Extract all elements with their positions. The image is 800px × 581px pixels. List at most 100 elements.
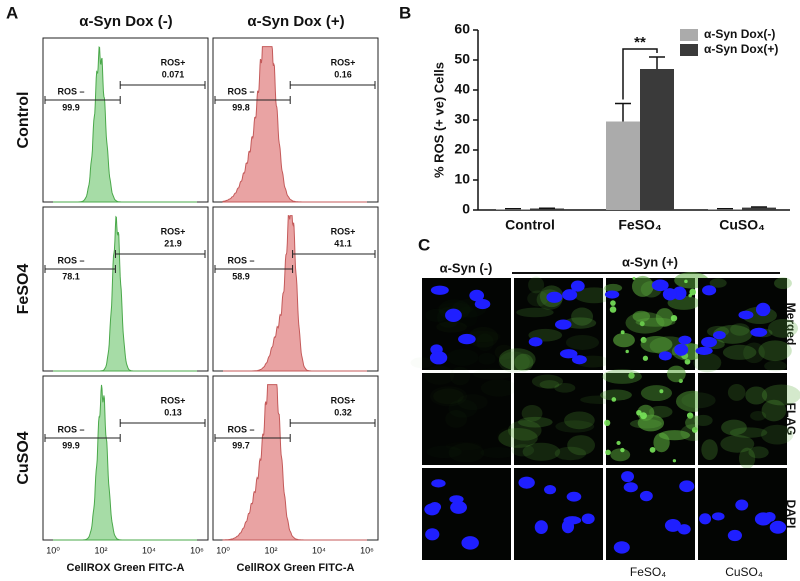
cytoplasm	[527, 290, 549, 307]
micrograph	[681, 373, 800, 469]
column-header: α-Syn Dox (+)	[247, 13, 344, 30]
cytoplasm	[681, 392, 716, 409]
aggregate	[684, 358, 691, 365]
nucleus	[546, 291, 563, 303]
aggregate	[684, 279, 688, 284]
aggregate	[605, 449, 611, 456]
nucleus	[769, 520, 787, 534]
cytoplasm	[599, 389, 632, 401]
cytoplasm	[604, 283, 623, 293]
cytoplasm	[511, 444, 535, 457]
gate-value: 99.9	[62, 440, 80, 450]
aggregate	[649, 446, 656, 453]
x-axis-label: CellROX Green FITC-A	[237, 562, 355, 574]
gate-label: ROS –	[57, 255, 84, 265]
gate-label: ROS+	[161, 226, 186, 236]
gate-value: 0.13	[164, 407, 182, 417]
cytoplasm	[693, 352, 722, 373]
panel-label: A	[6, 3, 18, 22]
cytoplasm	[498, 351, 530, 373]
gate-positive	[292, 250, 376, 258]
aggregate	[689, 288, 697, 296]
cytoplasm	[701, 439, 718, 461]
cytoplasm	[447, 349, 478, 366]
micrograph	[422, 278, 514, 370]
gate-label: ROS –	[227, 424, 254, 434]
cytoplasm	[555, 420, 595, 433]
legend-label: α-Syn Dox(+)	[704, 42, 778, 56]
gate-value: 99.9	[62, 102, 80, 112]
nucleus	[450, 500, 467, 514]
nucleus	[461, 536, 479, 550]
cytoplasm	[498, 428, 538, 448]
cytoplasm	[457, 394, 487, 410]
cytoplasm	[602, 369, 642, 384]
cytoplasm	[758, 340, 792, 362]
cytoplasm	[655, 308, 674, 327]
gate-positive	[119, 81, 206, 89]
nucleus	[562, 289, 578, 301]
significance-label: **	[634, 34, 646, 51]
y-tick-label: 10	[454, 171, 470, 187]
nucleus	[458, 333, 476, 345]
cytoplasm	[478, 353, 495, 365]
cytoplasm	[494, 344, 514, 360]
cytoplasm	[635, 317, 676, 327]
gate-negative	[44, 96, 121, 104]
cytoplasm	[521, 404, 543, 422]
x-tick-label: 10²	[264, 545, 277, 555]
x-axis-label: CellROX Green FITC-A	[67, 562, 185, 574]
micrograph	[498, 276, 614, 373]
nucleus	[528, 337, 543, 347]
cytoplasm	[446, 442, 482, 451]
bar	[742, 207, 776, 210]
micrograph	[698, 468, 787, 560]
gate-value: 0.16	[334, 69, 352, 79]
gate-negative	[214, 96, 291, 104]
x-tick-label: 10⁰	[216, 545, 230, 555]
aggregate	[642, 355, 649, 361]
nucleus	[750, 327, 768, 337]
y-tick-label: 40	[454, 81, 470, 97]
cytoplasm	[571, 307, 594, 326]
cytoplasm	[517, 416, 553, 428]
cytoplasm	[640, 335, 673, 353]
gate-label: ROS –	[227, 86, 254, 96]
histogram	[53, 384, 197, 541]
gate-positive	[114, 250, 206, 258]
micrograph	[604, 272, 709, 370]
nucleus	[623, 482, 638, 493]
aggregate	[632, 276, 636, 280]
bar	[640, 69, 674, 210]
nucleus	[699, 513, 712, 525]
aggregate	[620, 447, 625, 453]
nucleus	[727, 529, 742, 542]
nucleus	[639, 490, 653, 502]
gate-value: 58.9	[232, 271, 250, 281]
gate-label: ROS –	[57, 424, 84, 434]
y-tick-label: 50	[454, 51, 470, 67]
histogram	[223, 215, 367, 372]
x-tick-label: 10⁴	[142, 545, 156, 555]
cytoplasm	[554, 446, 587, 461]
nucleus	[469, 289, 485, 302]
cytoplasm	[629, 419, 662, 429]
aggregate	[620, 330, 625, 335]
cytoplasm	[480, 447, 516, 458]
nucleus	[604, 290, 620, 299]
nucleus	[754, 512, 772, 526]
treatment-label: FeSO₄	[630, 565, 666, 579]
legend-swatch	[680, 29, 698, 41]
gate-label: ROS+	[331, 395, 356, 405]
histogram	[222, 46, 367, 203]
nucleus	[674, 343, 689, 356]
cytoplasm	[722, 344, 757, 360]
gate-label: ROS –	[227, 255, 254, 265]
cytoplasm	[613, 332, 635, 348]
y-axis-label: % ROS (+ ve) Cells	[431, 62, 446, 178]
aggregate	[616, 440, 621, 446]
y-tick-label: 20	[454, 141, 470, 157]
nucleus	[544, 484, 557, 495]
histogram	[53, 46, 197, 203]
cytoplasm	[574, 287, 614, 304]
